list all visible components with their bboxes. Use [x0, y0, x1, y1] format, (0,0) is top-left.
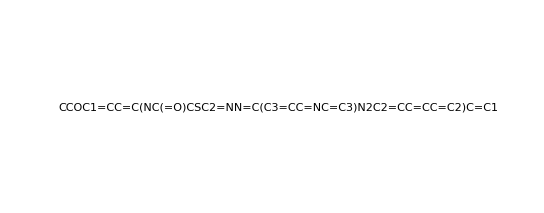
Text: CCOC1=CC=C(NC(=O)CSC2=NN=C(C3=CC=NC=C3)N2C2=CC=CC=C2)C=C1: CCOC1=CC=C(NC(=O)CSC2=NN=C(C3=CC=NC=C3)N… — [59, 103, 499, 112]
